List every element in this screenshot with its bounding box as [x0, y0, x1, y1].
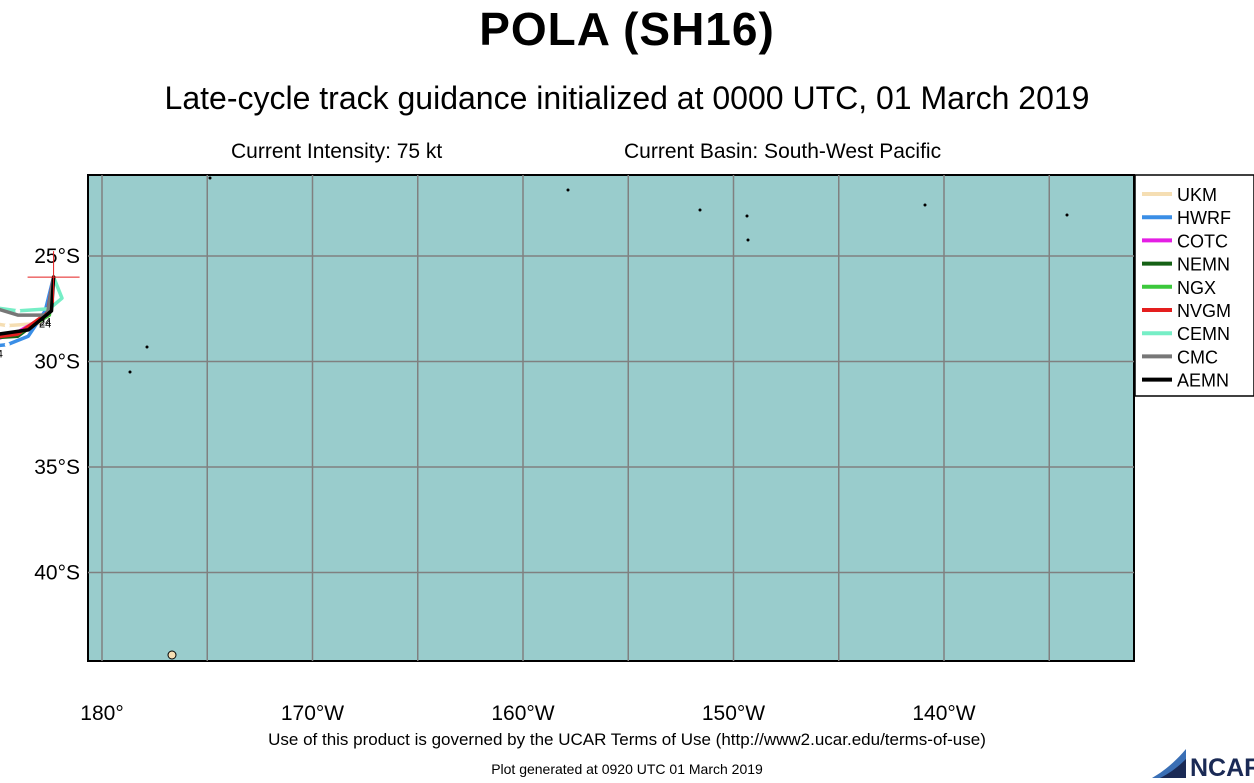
current-position-marker — [27, 251, 80, 304]
tau-label: 24 — [39, 317, 51, 329]
legend-entry-nemn: NEMN — [1142, 255, 1230, 275]
chart-subtitle: Late-cycle track guidance initialized at… — [164, 80, 1090, 116]
legend-entry-cmc: CMC — [1142, 347, 1218, 367]
lon-tick-label: 180° — [80, 702, 123, 725]
legend-entry-hwrf: HWRF — [1142, 208, 1231, 228]
ncar-logo-icon — [1152, 749, 1186, 778]
axis-labels: 180° 170°W 160°W 150°W 140°W 25°S 30°S 35°S 40°S — [34, 245, 976, 725]
legend-entry-aemn: AEMN — [1142, 371, 1229, 391]
islands — [128, 176, 1069, 660]
current-basin: Current Basin: South-West Pacific — [624, 140, 942, 163]
chart-title: POLA (SH16) — [479, 3, 775, 55]
lat-tick-label: 30°S — [34, 351, 80, 374]
plot-generated: Plot generated at 0920 UTC 01 March 2019 — [491, 761, 763, 777]
legend-entry-cemn: CEMN — [1142, 324, 1230, 344]
svg-text:CEMN: CEMN — [1177, 324, 1230, 344]
current-intensity: Current Intensity: 75 kt — [231, 140, 443, 163]
svg-text:COTC: COTC — [1177, 231, 1228, 251]
lat-tick-label: 35°S — [34, 456, 80, 479]
svg-text:NGX: NGX — [1177, 278, 1216, 298]
svg-text:NEMN: NEMN — [1177, 255, 1230, 275]
legend-entry-cotc: COTC — [1142, 231, 1228, 251]
lat-tick-label: 25°S — [34, 245, 80, 268]
track-point — [4, 323, 10, 329]
grid-lines — [88, 175, 1134, 661]
tau-label: 24 — [39, 319, 51, 331]
track-lines — [0, 275, 64, 348]
svg-text:UKM: UKM — [1177, 185, 1217, 205]
lat-tick-label: 40°S — [34, 562, 80, 585]
lon-tick-label: 140°W — [912, 702, 975, 725]
ncar-logo-text: NCAR — [1190, 754, 1254, 782]
svg-text:AEMN: AEMN — [1177, 371, 1229, 391]
legend-entry-ukm: UKM — [1142, 185, 1217, 205]
legend-entry-ngx: NGX — [1142, 278, 1216, 298]
ocean-panel — [87, 174, 1135, 662]
tau-labels: 9624487296120961209648721209696120489672… — [0, 317, 51, 361]
track-hwrf — [0, 275, 56, 348]
terms-of-use: Use of this product is governed by the U… — [268, 730, 986, 749]
lon-tick-label: 160°W — [491, 702, 554, 725]
track-point — [4, 342, 10, 348]
track-point — [15, 308, 21, 314]
legend: UKM HWRF COTC NEMN NGX NVGM CEMN CMC AEMN — [1134, 174, 1254, 397]
lon-tick-label: 150°W — [702, 702, 765, 725]
svg-text:CMC: CMC — [1177, 347, 1218, 367]
tau-label: 24 — [0, 348, 3, 360]
legend-entry-nvgm: NVGM — [1142, 301, 1231, 321]
svg-text:HWRF: HWRF — [1177, 208, 1231, 228]
svg-text:NVGM: NVGM — [1177, 301, 1231, 321]
lon-tick-label: 170°W — [281, 702, 344, 725]
